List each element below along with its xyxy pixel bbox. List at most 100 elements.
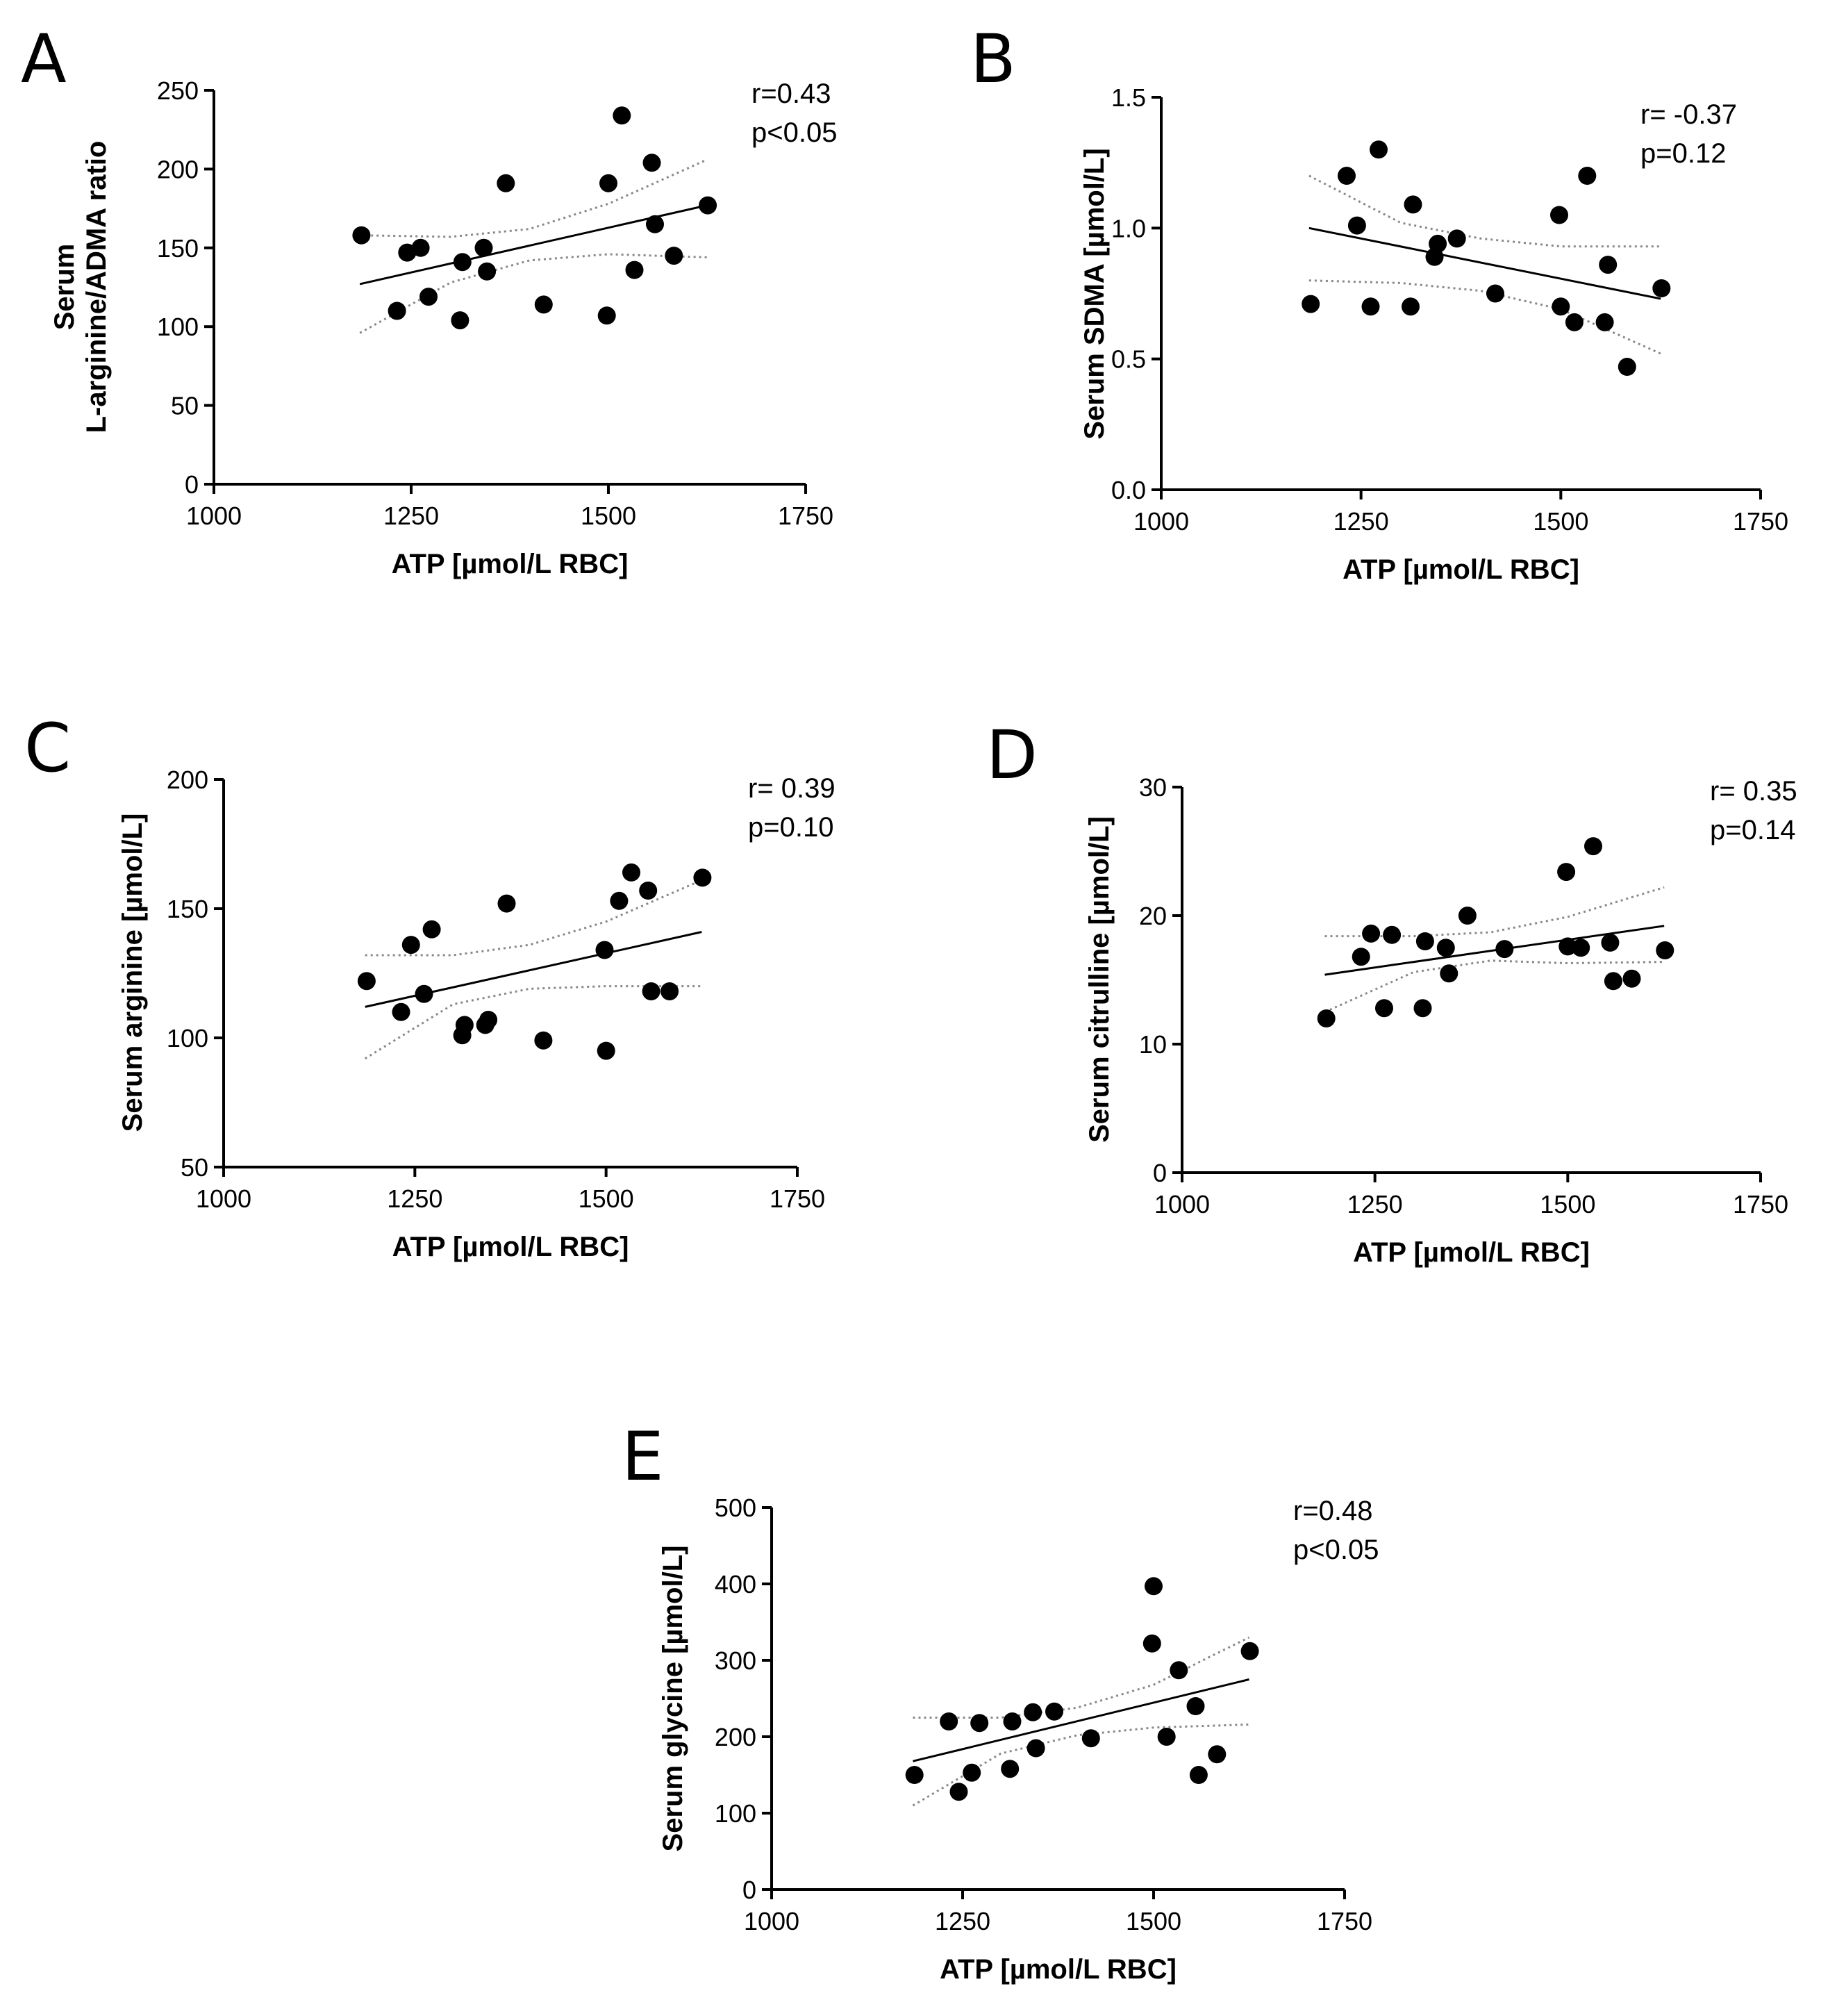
y-tick-label: 10 bbox=[1139, 1030, 1167, 1059]
data-point bbox=[1145, 1577, 1163, 1596]
data-point bbox=[1404, 195, 1422, 214]
y-axis-title: Serum L-arginine/ADMA ratio bbox=[49, 141, 112, 433]
x-tick-label: 1250 bbox=[387, 1184, 442, 1213]
y-tick-label: 50 bbox=[181, 1153, 208, 1182]
data-point bbox=[497, 174, 515, 192]
data-point bbox=[699, 196, 717, 215]
ci-lower-band bbox=[1324, 959, 1665, 1014]
correlation-r-label: r= 0.39 bbox=[748, 773, 836, 804]
data-point bbox=[1413, 999, 1432, 1018]
y-tick-label: 150 bbox=[157, 234, 199, 263]
y-tick-label: 0.5 bbox=[1111, 345, 1146, 374]
data-point bbox=[1338, 167, 1356, 185]
x-axis-title: ATP [µmol/L RBC] bbox=[392, 1232, 629, 1262]
data-point bbox=[1240, 1642, 1259, 1660]
data-point bbox=[1565, 313, 1584, 331]
data-point bbox=[597, 306, 616, 325]
y-tick-label: 250 bbox=[157, 76, 199, 105]
data-point bbox=[422, 920, 441, 939]
y-axis-title-line: Serum bbox=[49, 244, 80, 331]
data-point bbox=[1601, 933, 1620, 952]
y-axis-title-line: Serum SDMA [µmol/L] bbox=[1079, 148, 1110, 439]
y-tick-label: 300 bbox=[715, 1646, 756, 1675]
data-point bbox=[1383, 925, 1402, 944]
data-point bbox=[1440, 964, 1458, 983]
data-point bbox=[1550, 206, 1568, 224]
data-point bbox=[970, 1714, 989, 1733]
data-point bbox=[905, 1766, 924, 1784]
regression-line bbox=[1308, 226, 1661, 300]
data-point bbox=[453, 253, 472, 272]
data-point bbox=[1415, 932, 1434, 950]
y-tick-label: 1.0 bbox=[1111, 214, 1146, 242]
p-value-label: p=0.14 bbox=[1710, 815, 1795, 845]
y-tick-label: 0.0 bbox=[1111, 476, 1146, 504]
data-point bbox=[1622, 969, 1641, 988]
data-point bbox=[1402, 297, 1420, 316]
y-axis-title-line: Serum citrulline [µmol/L] bbox=[1084, 816, 1115, 1143]
data-point bbox=[1208, 1745, 1227, 1764]
data-point bbox=[479, 1011, 498, 1029]
data-point bbox=[1572, 939, 1590, 957]
data-point bbox=[1656, 941, 1674, 959]
y-tick-label: 100 bbox=[715, 1799, 756, 1828]
data-point bbox=[639, 882, 658, 900]
data-point bbox=[534, 295, 553, 314]
data-point bbox=[610, 891, 629, 910]
y-tick-label: 50 bbox=[171, 392, 199, 420]
y-axis-title-line: L-arginine/ADMA ratio bbox=[81, 141, 112, 433]
data-point bbox=[1001, 1760, 1020, 1778]
ci-upper-band bbox=[1308, 174, 1661, 248]
data-point bbox=[1578, 167, 1597, 185]
data-point bbox=[1317, 1009, 1336, 1027]
y-tick-label: 100 bbox=[157, 313, 199, 341]
y-axis-title: Serum arginine [µmol/L] bbox=[117, 813, 148, 1132]
y-tick-label: 200 bbox=[167, 766, 208, 794]
panel-d: D 0 10 20 30 1000 1250 1500 1750 ATP [µmol/L RBC]… bbox=[986, 716, 1797, 1268]
x-tick-label: 1500 bbox=[579, 1184, 634, 1213]
data-point bbox=[1157, 1728, 1176, 1746]
panel-letter: B bbox=[970, 20, 1016, 98]
data-point bbox=[1186, 1697, 1205, 1715]
x-tick-label: 1750 bbox=[770, 1184, 825, 1213]
panel-letter: E bbox=[622, 1418, 664, 1496]
ci-lower-band bbox=[1308, 279, 1661, 355]
ci-lower-band bbox=[364, 985, 702, 1060]
y-axis-title: Serum SDMA [µmol/L] bbox=[1079, 148, 1110, 439]
x-tick-label: 1750 bbox=[1733, 507, 1788, 536]
ci-lower-band bbox=[359, 253, 708, 334]
y-tick-label: 0 bbox=[1153, 1159, 1167, 1187]
data-point bbox=[411, 238, 430, 257]
data-point bbox=[401, 936, 420, 955]
data-point bbox=[949, 1783, 968, 1801]
x-tick-label: 1000 bbox=[744, 1907, 799, 1935]
data-point bbox=[622, 863, 640, 882]
y-tick-label: 200 bbox=[157, 155, 199, 183]
x-axis-title: ATP [µmol/L RBC] bbox=[392, 549, 629, 579]
y-axis-title-line: Serum glycine [µmol/L] bbox=[658, 1546, 688, 1852]
x-tick-label: 1000 bbox=[1154, 1190, 1210, 1218]
y-tick-label: 0 bbox=[185, 470, 199, 499]
ci-upper-band bbox=[1324, 886, 1665, 938]
data-point bbox=[595, 941, 614, 959]
data-point bbox=[1170, 1661, 1188, 1680]
y-tick-label: 500 bbox=[715, 1494, 756, 1522]
x-tick-label: 1250 bbox=[935, 1907, 990, 1935]
data-point bbox=[625, 261, 644, 279]
data-point bbox=[1081, 1729, 1100, 1748]
x-tick-label: 1500 bbox=[581, 502, 636, 530]
y-tick-label: 1.5 bbox=[1111, 83, 1146, 112]
correlation-r-label: r=0.43 bbox=[751, 79, 831, 109]
data-point bbox=[1604, 972, 1622, 991]
x-tick-label: 1250 bbox=[1333, 507, 1389, 536]
data-point bbox=[1362, 924, 1381, 943]
x-tick-label: 1250 bbox=[383, 502, 439, 530]
p-value-label: p<0.05 bbox=[751, 117, 837, 148]
data-point bbox=[1436, 939, 1455, 957]
data-point bbox=[963, 1763, 981, 1782]
data-point bbox=[646, 215, 664, 233]
data-point bbox=[1557, 863, 1576, 882]
x-axis-title: ATP [µmol/L RBC] bbox=[1343, 554, 1579, 585]
y-tick-label: 100 bbox=[167, 1024, 208, 1052]
